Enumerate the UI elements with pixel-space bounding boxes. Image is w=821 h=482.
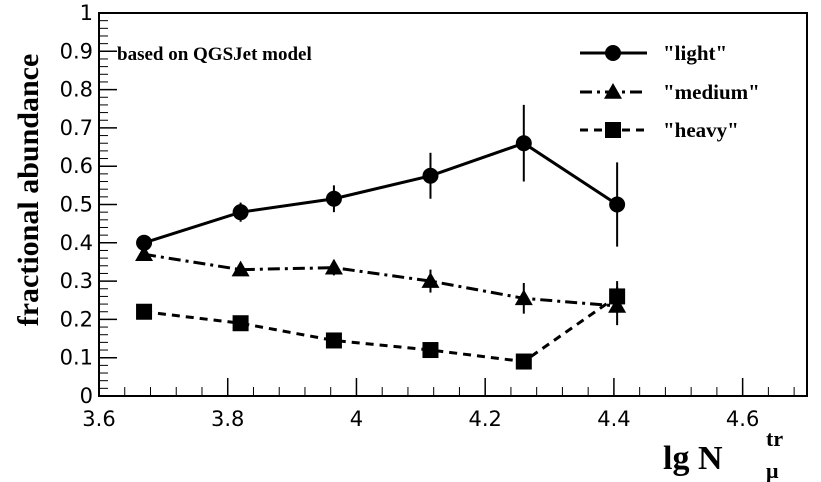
- x-axis-label-main: lg N: [663, 440, 723, 477]
- y-tick-label: 0.9: [60, 39, 93, 63]
- data-point-circle: [515, 135, 532, 152]
- data-point-triangle: [421, 272, 440, 288]
- series-line: [143, 252, 618, 308]
- x-tick-label: 4.4: [597, 407, 630, 431]
- data-point-circle: [136, 234, 153, 251]
- y-tick-label: 0.6: [60, 154, 93, 178]
- data-point-square: [232, 315, 249, 332]
- data-point-circle: [609, 196, 626, 213]
- legend-label: "heavy": [663, 118, 739, 142]
- data-point-triangle: [135, 245, 154, 262]
- data-point-square: [325, 332, 342, 349]
- data-point-triangle: [231, 260, 250, 277]
- x-tick-label: 3.6: [82, 407, 115, 431]
- x-tick-label: 3.8: [211, 407, 244, 431]
- x-tick-label: 4: [350, 407, 363, 431]
- y-tick-label: 0.5: [60, 193, 93, 217]
- x-axis: 3.6 3.8 4 4.2 4.4 4.6: [82, 378, 795, 431]
- series-square: [136, 281, 626, 370]
- y-tick-label: 1: [80, 1, 93, 25]
- x-axis-label: lg N tr μ: [663, 426, 783, 482]
- y-tick-label: 0: [80, 384, 93, 408]
- data-point-circle: [422, 167, 439, 184]
- y-tick-label: 0.3: [60, 269, 93, 293]
- y-tick-label: 0.8: [60, 78, 93, 102]
- y-tick-label: 0.7: [60, 116, 93, 140]
- x-axis-label-superscript: tr: [766, 426, 783, 451]
- y-axis-label: fractional abundance: [12, 54, 45, 327]
- plot-frame: [98, 12, 808, 397]
- legend-label: "light": [663, 41, 727, 65]
- y-tick-label: 0.1: [60, 346, 93, 370]
- data-point-triangle: [514, 289, 533, 306]
- y-tick-label: 0.2: [60, 307, 93, 331]
- legend-marker-circle: [605, 45, 621, 61]
- series-line: [143, 295, 618, 364]
- series-layer: [135, 104, 627, 370]
- x-tick-label: 4.6: [726, 407, 759, 431]
- legend-label: "medium": [663, 80, 760, 104]
- data-point-triangle: [324, 258, 343, 275]
- x-tick-label: 4.2: [468, 407, 501, 431]
- data-point-square: [136, 303, 153, 320]
- legend-marker-square: [605, 122, 621, 138]
- data-point-circle: [232, 204, 249, 221]
- series-triangle: [135, 245, 627, 326]
- legend: "light" "medium" "heavy": [580, 41, 760, 142]
- legend-marker-triangle: [604, 83, 622, 99]
- x-axis-label-subscript: μ: [766, 458, 779, 482]
- data-point-square: [422, 342, 439, 359]
- annotation-text: based on QGSJet model: [117, 44, 312, 65]
- series-circle: [136, 104, 626, 251]
- y-tick-label: 0.4: [60, 231, 93, 255]
- series-line: [143, 141, 618, 245]
- data-point-circle: [325, 190, 342, 207]
- data-point-square: [609, 288, 626, 305]
- data-point-square: [515, 353, 532, 370]
- y-axis: 0 0.1 0.2 0.3 0.4 0.5 0.6 0.7 0.8 0.9 1: [60, 1, 117, 408]
